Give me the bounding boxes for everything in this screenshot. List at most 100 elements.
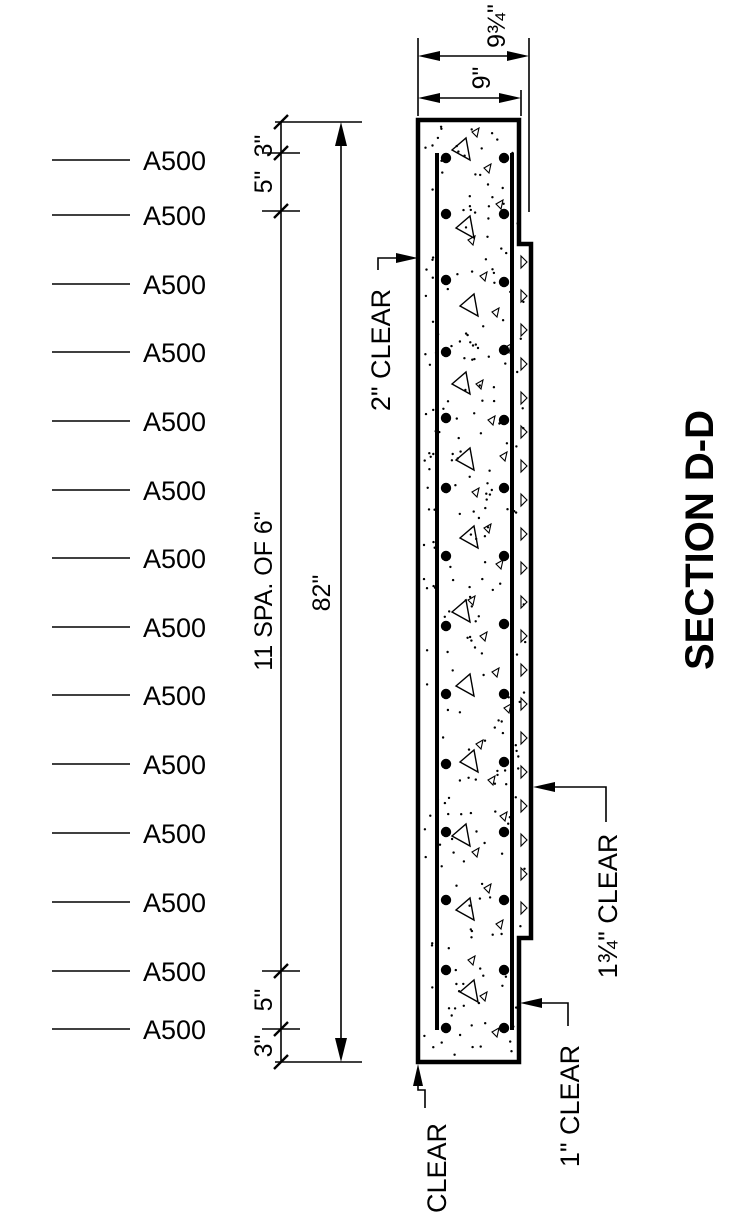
- concrete-stipple: [492, 399, 496, 403]
- concrete-stipple: [500, 852, 504, 855]
- aggregate-triangle: [475, 738, 484, 751]
- top-second-spacing-label: 5": [250, 171, 278, 194]
- concrete-stipple: [468, 475, 471, 478]
- aggregate-triangle: [520, 866, 528, 882]
- dimension-ticks: [273, 114, 289, 1070]
- concrete-stipple: [514, 511, 518, 514]
- aggregate-triangle: [520, 458, 528, 474]
- concrete-stipple: [438, 843, 442, 846]
- concrete-stipple: [515, 749, 518, 753]
- concrete-stipple: [428, 468, 431, 471]
- concrete-stipple: [446, 650, 449, 654]
- aggregate-triangle: [499, 810, 508, 823]
- concrete-stipple: [424, 146, 427, 149]
- dimension-tick: [273, 145, 289, 161]
- concrete-stipple: [484, 258, 488, 261]
- aggregate-triangle: [454, 896, 475, 922]
- rebar-dot: [498, 1022, 510, 1034]
- concrete-stipple: [462, 1004, 465, 1007]
- concrete-stipple: [446, 400, 450, 403]
- rebar-dots: [440, 152, 510, 1034]
- concrete-stipple: [485, 498, 488, 501]
- dimension-tick: [273, 114, 289, 130]
- concrete-stipple: [501, 984, 504, 987]
- concrete-stipple: [426, 486, 429, 489]
- concrete-stipple: [460, 813, 463, 816]
- concrete-stipple: [514, 744, 517, 747]
- concrete-stipple: [431, 144, 434, 147]
- aggregate-triangle: [499, 450, 508, 463]
- concrete-stipple: [431, 942, 434, 945]
- bar-label: A500: [143, 201, 206, 231]
- concrete-stipple: [473, 211, 477, 214]
- rebar-dot: [440, 412, 452, 424]
- aggregate-triangle: [495, 918, 504, 931]
- outer-recess-clear-label: 1¾" CLEAR: [593, 834, 623, 979]
- concrete-stipple: [452, 851, 455, 854]
- concrete-stipple: [515, 653, 519, 656]
- aggregate-triangle: [450, 136, 471, 162]
- concrete-stipple: [425, 683, 429, 686]
- concrete-stipple: [440, 1041, 443, 1044]
- aggregate-triangle: [520, 594, 528, 610]
- concrete-stipple: [431, 256, 435, 259]
- aggregate-triangle: [520, 696, 528, 712]
- concrete-stipple: [429, 455, 432, 458]
- rebar-dot: [440, 620, 452, 632]
- concrete-stipple: [523, 867, 526, 870]
- concrete-stipple: [447, 812, 450, 816]
- rebar-dot: [440, 152, 452, 164]
- rebar-dot: [440, 550, 452, 562]
- concrete-stipple: [481, 399, 484, 402]
- concrete-stipple: [487, 217, 490, 220]
- bottom-end-spacing-label: 3": [250, 1035, 278, 1058]
- concrete-stipple: [490, 488, 493, 492]
- aggregate-triangle: [454, 214, 475, 240]
- concrete-stipple: [479, 432, 483, 435]
- concrete-stipple: [447, 1007, 451, 1010]
- aggregate-triangle: [479, 270, 488, 283]
- concrete-stipple: [523, 955, 526, 959]
- concrete-stipple: [473, 357, 476, 361]
- aggregate-triangle: [487, 414, 496, 427]
- rebar-dot: [498, 550, 510, 562]
- bottom-clear-label: CLEAR: [422, 1123, 452, 1213]
- concrete-stipple: [469, 208, 472, 212]
- concrete-stipple: [462, 982, 465, 986]
- bar-label: A500: [143, 681, 206, 711]
- concrete-stipple: [516, 370, 519, 374]
- concrete-stipple: [483, 561, 487, 564]
- bar-label: A500: [143, 888, 206, 918]
- concrete-stipple: [440, 865, 443, 868]
- concrete-stipple: [470, 936, 473, 939]
- concrete-stipple: [492, 271, 496, 275]
- concrete-stipple: [473, 646, 477, 649]
- concrete-stipple: [483, 739, 487, 742]
- concrete-stipple: [480, 147, 483, 150]
- concrete-stipple: [476, 346, 480, 350]
- concrete-stipple: [500, 247, 503, 250]
- concrete-stipple: [440, 127, 443, 130]
- concrete-stipple: [428, 452, 431, 455]
- concrete-stipple: [497, 719, 500, 722]
- aggregate-triangle: [475, 378, 484, 391]
- aggregate-triangle: [520, 492, 528, 508]
- concrete-stipple: [471, 1045, 474, 1049]
- rebar-dot: [440, 274, 452, 286]
- concrete-stipple: [453, 1053, 456, 1056]
- concrete-stipple: [521, 407, 524, 410]
- concrete-stipple: [425, 268, 428, 271]
- aggregate-triangle: [471, 126, 480, 139]
- aggregate-triangle: [458, 748, 479, 774]
- concrete-stipple: [499, 582, 502, 585]
- rebar-dot: [498, 618, 510, 630]
- clear-callout-arrowheads: [396, 253, 555, 1086]
- concrete-stipple: [474, 620, 477, 623]
- concrete-stipple: [463, 357, 466, 360]
- rebar-dot: [498, 208, 510, 220]
- concrete-stipple: [457, 150, 460, 153]
- concrete-stipple: [510, 1050, 513, 1053]
- aggregate-triangle: [520, 560, 528, 576]
- aggregate-triangle: [520, 628, 528, 644]
- concrete-stipple: [441, 171, 444, 174]
